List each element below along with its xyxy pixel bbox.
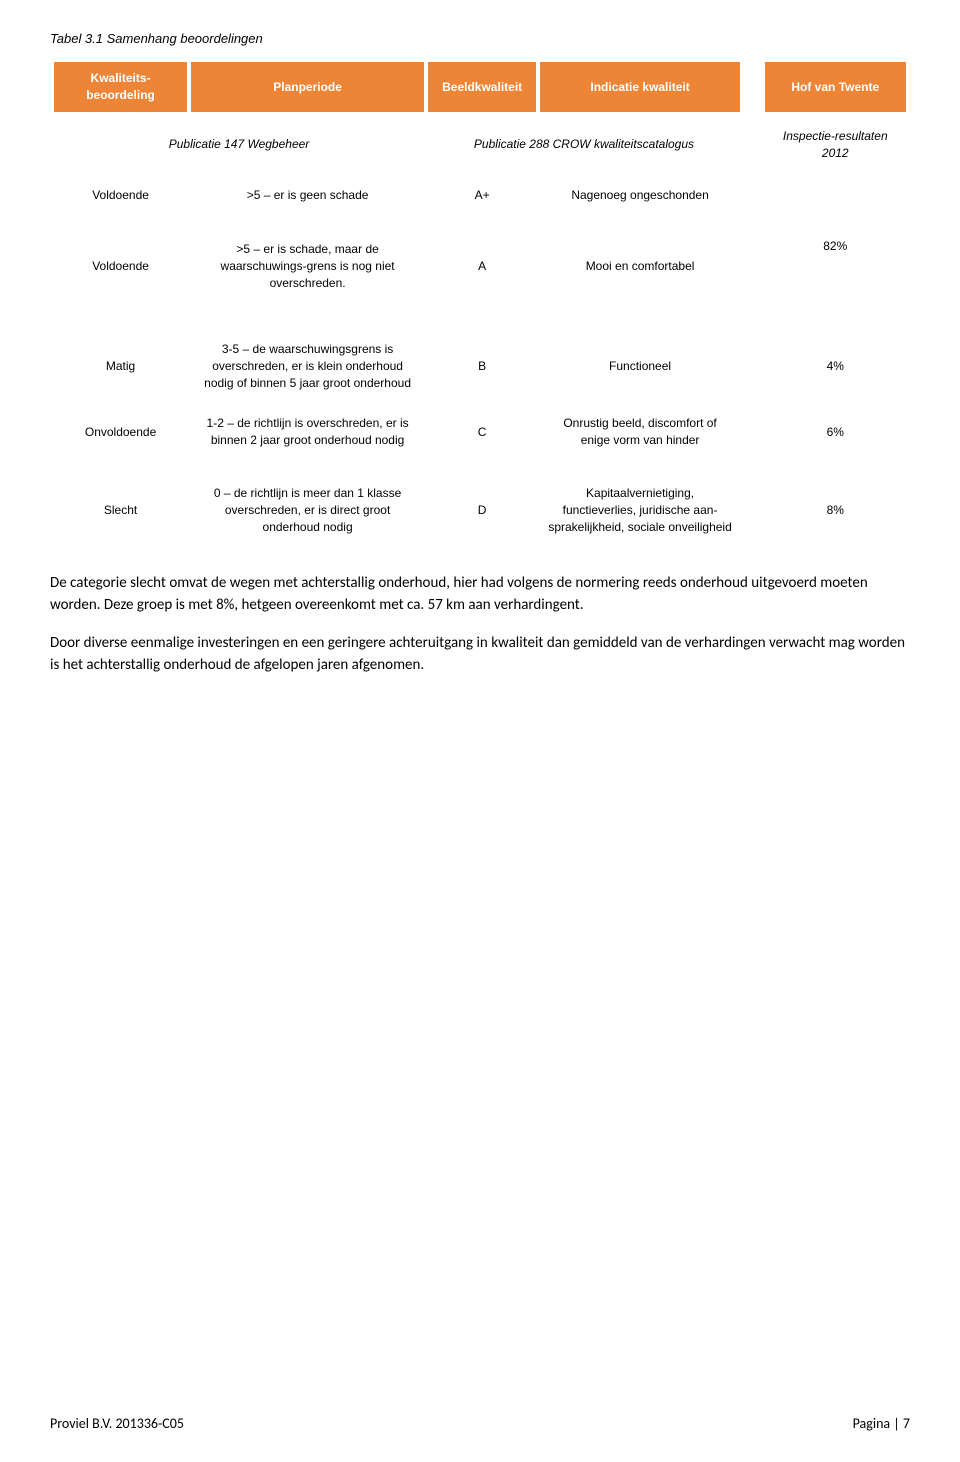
footer-right: Pagina | 7 [853,1414,910,1434]
cell-indicatie: Functioneel [540,331,740,401]
cell-beeldkwaliteit: B [428,331,536,401]
section-header-row: Publicatie 147 Wegbeheer Publicatie 288 … [54,116,906,174]
cell-indicatie: Kapitaalvernietiging, functieverlies, ju… [540,475,740,545]
gap-cell [744,218,761,315]
cell-planperiode: 1-2 – de richtlijn is overschreden, er i… [191,405,424,459]
cell-indicatie: Onrustig beeld, discomfort of enige vorm… [540,405,740,459]
spacer-row [54,463,906,471]
footer-left: Proviel B.V. 201336-C05 [50,1414,184,1434]
gap-cell [744,475,761,545]
body-p2: Door diverse eenmalige investeringen en … [50,633,910,677]
col-header-beeldkwaliteit: Beeldkwaliteit [428,62,536,112]
cell-planperiode: >5 – er is geen schade [191,177,424,214]
cell-result: 6% [765,405,906,459]
section-right: Inspectie-resultaten 2012 [765,116,906,174]
table-row: Onvoldoende 1-2 – de richtlijn is oversc… [54,405,906,459]
cell-result-merged: 82% [765,177,906,315]
gap-cell [744,177,761,214]
section-left: Publicatie 147 Wegbeheer [54,116,424,174]
col-header-hof: Hof van Twente [765,62,906,112]
cell-beeldkwaliteit: A+ [428,177,536,214]
cell-indicatie: Mooi en comfortabel [540,218,740,315]
section-mid: Publicatie 288 CROW kwaliteitscatalogus [428,116,740,174]
spacer-row [54,319,906,327]
cell-planperiode: 0 – de richtlijn is meer dan 1 klasse ov… [191,475,424,545]
gap-cell [744,405,761,459]
col-header-planperiode: Planperiode [191,62,424,112]
cell-kwaliteit: Voldoende [54,177,187,214]
cell-kwaliteit: Matig [54,331,187,401]
cell-indicatie: Nagenoeg ongeschonden [540,177,740,214]
gap-cell [744,331,761,401]
gap-cell [744,116,761,174]
cell-beeldkwaliteit: A [428,218,536,315]
gap-cell [744,62,761,112]
cell-beeldkwaliteit: D [428,475,536,545]
cell-kwaliteit: Slecht [54,475,187,545]
body-paragraphs: De categorie slecht omvat de wegen met a… [50,573,910,676]
cell-planperiode: 3-5 – de waarschuwingsgrens is overschre… [191,331,424,401]
table-caption: Tabel 3.1 Samenhang beoordelingen [50,30,910,48]
cell-result: 4% [765,331,906,401]
cell-beeldkwaliteit: C [428,405,536,459]
col-header-kwaliteit: Kwaliteits-beoordeling [54,62,187,112]
body-p1: De categorie slecht omvat de wegen met a… [50,573,910,617]
table-row: Matig 3-5 – de waarschuwingsgrens is ove… [54,331,906,401]
table-row: Slecht 0 – de richtlijn is meer dan 1 kl… [54,475,906,545]
cell-kwaliteit: Onvoldoende [54,405,187,459]
cell-planperiode: >5 – er is schade, maar de waarschuwings… [191,218,424,315]
table-header-row: Kwaliteits-beoordeling Planperiode Beeld… [54,62,906,112]
cell-kwaliteit: Voldoende [54,218,187,315]
col-header-indicatie: Indicatie kwaliteit [540,62,740,112]
page-footer: Proviel B.V. 201336-C05 Pagina | 7 [50,1414,910,1434]
cell-result: 8% [765,475,906,545]
quality-table: Kwaliteits-beoordeling Planperiode Beeld… [50,58,910,549]
table-row: Voldoende >5 – er is geen schade A+ Nage… [54,177,906,214]
